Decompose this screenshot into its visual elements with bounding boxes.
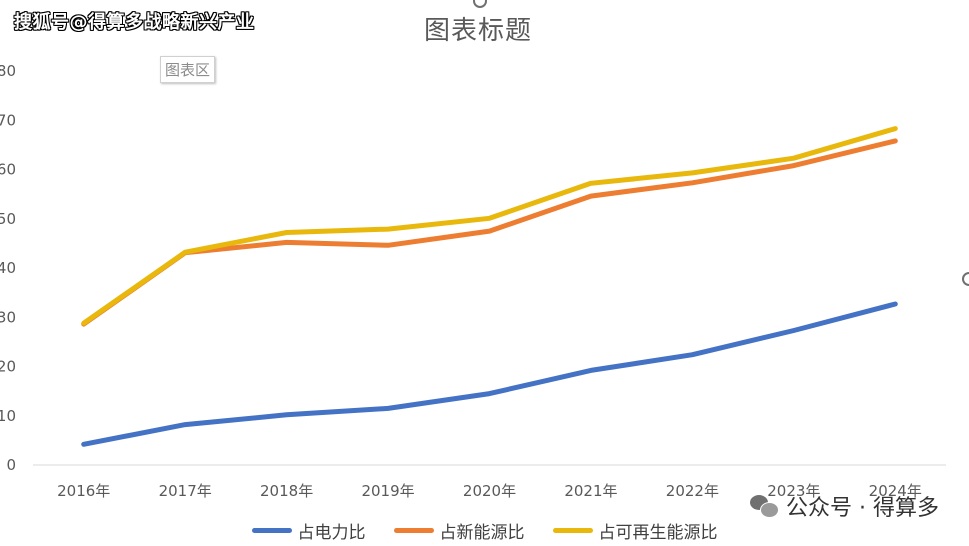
wechat-icon	[750, 495, 780, 518]
legend-swatch-series-1	[393, 528, 434, 533]
y-tick-label: 40	[0, 259, 16, 277]
watermark-bottom: 公众号 · 得算多	[750, 490, 939, 522]
y-tick-label: 70	[0, 111, 16, 129]
legend-swatch-series-2	[552, 528, 593, 533]
chart-area-tooltip: 图表区	[160, 56, 216, 83]
y-tick-label: 10	[0, 407, 16, 425]
legend-label-series-1: 占新能源比	[439, 523, 525, 543]
x-tick-label: 2017年	[159, 482, 212, 500]
x-tick-label: 2016年	[57, 482, 110, 500]
legend-item-series-1[interactable]: 占新能源比	[393, 518, 525, 543]
x-tick-label: 2022年	[666, 482, 719, 500]
chart-legend: 占电力比 占新能源比 占可再生能源比	[0, 518, 969, 543]
y-tick-label: 30	[0, 308, 16, 326]
x-tick-label: 2020年	[463, 482, 516, 500]
series-line-1	[81, 138, 898, 327]
y-tick-label: 60	[0, 161, 16, 179]
x-tick-label: 2019年	[361, 482, 414, 500]
y-tick-label: 80	[0, 62, 16, 80]
watermark-top: 搜狐号@得算多战略新兴产业	[14, 12, 255, 33]
x-tick-label: 2018年	[260, 482, 313, 500]
x-tick-label: 2023年	[767, 482, 820, 500]
legend-label-series-2: 占可再生能源比	[598, 523, 718, 543]
resize-handle-right[interactable]	[962, 272, 969, 286]
resize-handle-top[interactable]	[473, 0, 487, 8]
watermark-bottom-text: 公众号 · 得算多	[786, 496, 939, 521]
chart-title: 图表标题	[423, 16, 532, 46]
legend-item-series-2[interactable]: 占可再生能源比	[552, 518, 718, 543]
y-tick-label: 0	[6, 456, 16, 474]
x-tick-label: 2024年	[869, 482, 922, 500]
x-tick-label: 2021年	[564, 482, 617, 500]
legend-item-series-0[interactable]: 占电力比	[251, 518, 366, 543]
legend-swatch-series-0	[251, 528, 292, 533]
y-tick-label: 50	[0, 210, 16, 228]
legend-label-series-0: 占电力比	[297, 523, 366, 543]
series-line-0	[81, 301, 898, 447]
series-line-2	[81, 126, 898, 326]
y-tick-label: 20	[0, 358, 16, 376]
